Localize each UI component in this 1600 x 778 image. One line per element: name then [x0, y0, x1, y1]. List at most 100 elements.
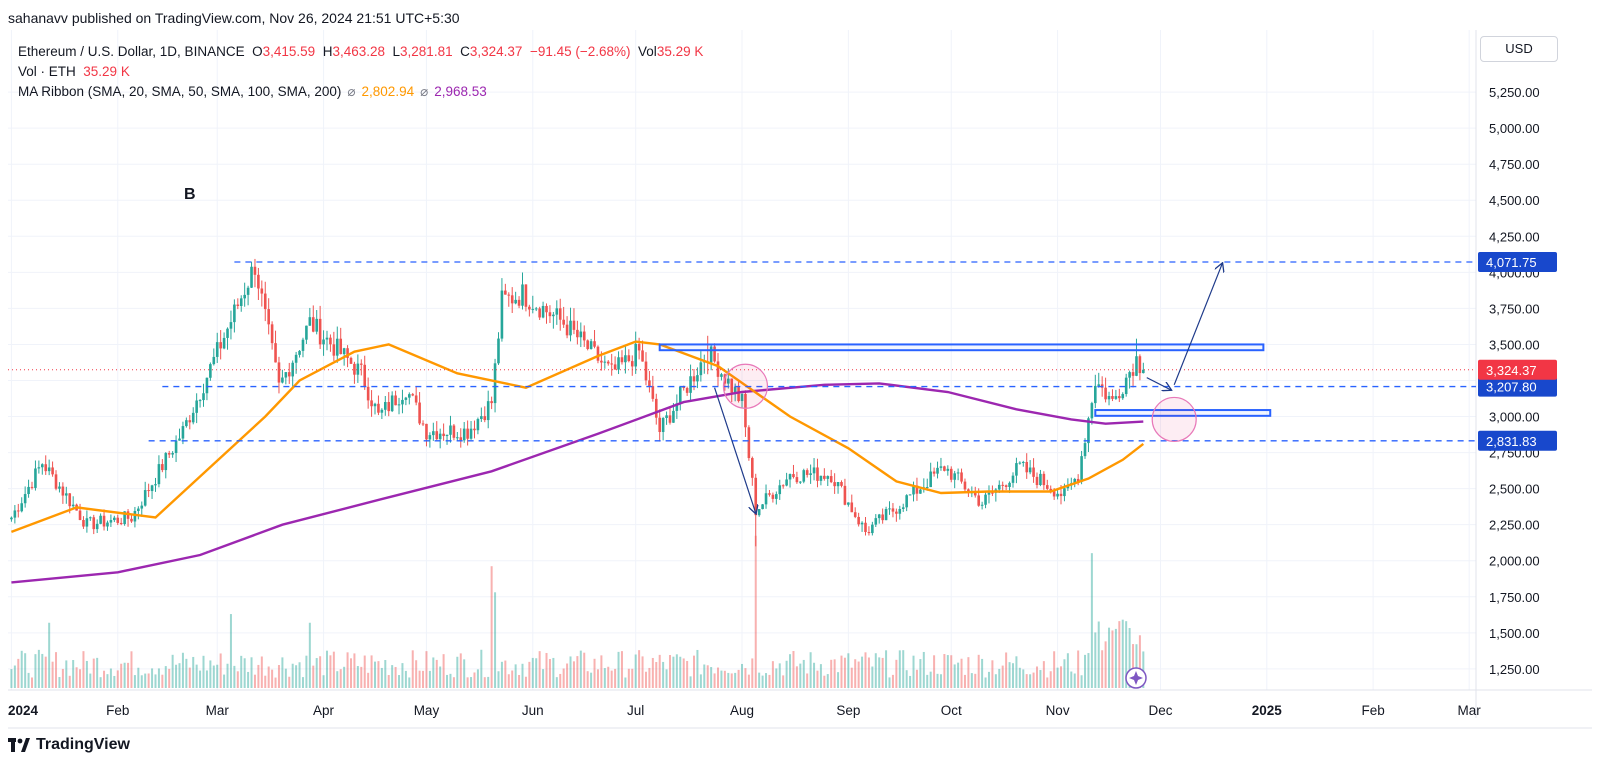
candle-body [785, 479, 788, 486]
volume-bar [439, 666, 442, 688]
volume-bar [329, 655, 332, 688]
candle-body [1011, 475, 1015, 483]
candle-body [932, 471, 936, 474]
volume-bar [350, 658, 352, 688]
volume-bar [583, 652, 586, 688]
candle-body [733, 387, 737, 393]
candle-body [432, 431, 435, 436]
level-price-tag [1478, 376, 1557, 397]
volume-bar [967, 657, 970, 688]
candle-body [901, 507, 905, 509]
candle-body [78, 510, 82, 521]
legend-volume-row[interactable]: Vol · ETH 35.29 K [18, 62, 703, 82]
candle-body [521, 284, 524, 306]
candle-body [833, 482, 836, 487]
candle-body [716, 361, 720, 377]
volume-bar [236, 671, 239, 688]
candle-body [335, 338, 339, 356]
ai-sparkle-button[interactable] [1125, 667, 1147, 689]
volume-bar [936, 673, 939, 688]
volume-bar [723, 670, 726, 688]
volume-bar [27, 672, 30, 688]
volume-bar [823, 675, 826, 688]
candle-body [1063, 488, 1066, 497]
candle-body [133, 510, 137, 522]
candle-body [565, 324, 569, 336]
legend-symbol[interactable]: Ethereum / U.S. Dollar, 1D, BINANCE [18, 44, 245, 59]
candle-body [925, 487, 929, 489]
volume-bar [871, 666, 874, 688]
volume-bar [885, 650, 888, 688]
resistance-zone-box [1094, 409, 1272, 417]
candle-body [805, 470, 809, 475]
candle-body [147, 490, 150, 492]
candle-body [497, 338, 500, 364]
legend-ma-row[interactable]: MA Ribbon (SMA, 20, SMA, 50, SMA, 100, S… [18, 82, 703, 102]
candle-body [377, 403, 380, 413]
candle-body [819, 475, 823, 481]
volume-bar [754, 535, 757, 688]
volume-bar [926, 674, 929, 688]
volume-bar [291, 663, 294, 688]
volume-bar [837, 672, 840, 688]
currency-selector[interactable]: USD [1480, 36, 1558, 62]
volume-bar [459, 653, 462, 688]
volume-bar [1060, 666, 1063, 688]
volume-bar [891, 674, 894, 688]
tradingview-brand[interactable]: TradingView [8, 736, 130, 754]
candle-body [95, 523, 99, 530]
time-axis-tick: Jun [522, 703, 544, 718]
candle-body [689, 376, 692, 393]
candle-body [466, 428, 469, 439]
volume-bar [99, 677, 102, 688]
volume-bar [1084, 654, 1087, 688]
candle-body [1021, 461, 1025, 463]
price-axis-tick: 1,250.00 [1489, 662, 1540, 677]
price-axis-tick: 4,750.00 [1489, 157, 1540, 172]
volume-bar [171, 654, 174, 688]
volume-bar [1008, 662, 1011, 688]
volume-bar [600, 655, 603, 688]
candle-body [1111, 396, 1114, 399]
candle-body [370, 400, 373, 407]
candle-body [510, 295, 514, 304]
volume-bar [500, 661, 503, 688]
volume-bar [991, 660, 994, 688]
volume-bar [878, 657, 881, 688]
time-axis-tick: Feb [1362, 703, 1385, 718]
volume-bar [1053, 651, 1056, 688]
candle-body [85, 518, 89, 527]
candle-body [257, 274, 260, 289]
volume-bar [168, 668, 171, 688]
volume-bar [10, 669, 13, 688]
candle-body [438, 433, 442, 440]
candle-body [373, 403, 377, 407]
volume-bar [528, 661, 531, 688]
volume-bar [391, 665, 394, 688]
volume-bar [1135, 644, 1138, 688]
candle-body [627, 355, 631, 362]
volume-bar [48, 622, 51, 688]
candle-body [483, 416, 487, 421]
volume-bar [765, 673, 768, 688]
volume-bar [830, 659, 833, 688]
candle-body [500, 290, 504, 339]
volume-bar [569, 656, 572, 688]
candle-body [757, 509, 761, 516]
candle-body [456, 437, 459, 439]
candle-body [504, 290, 507, 295]
volume-bar [267, 666, 270, 688]
candle-body [20, 503, 24, 512]
volume-bar [229, 614, 232, 688]
volume-bar [933, 655, 936, 688]
candle-body [397, 404, 401, 406]
candle-body [613, 364, 617, 370]
candle-body [730, 378, 734, 393]
candle-body [1052, 491, 1056, 497]
candle-body [919, 489, 922, 494]
volume-bar [905, 670, 908, 688]
candle-body [205, 377, 209, 394]
candle-body [1097, 384, 1101, 386]
volume-bar [1032, 672, 1035, 688]
